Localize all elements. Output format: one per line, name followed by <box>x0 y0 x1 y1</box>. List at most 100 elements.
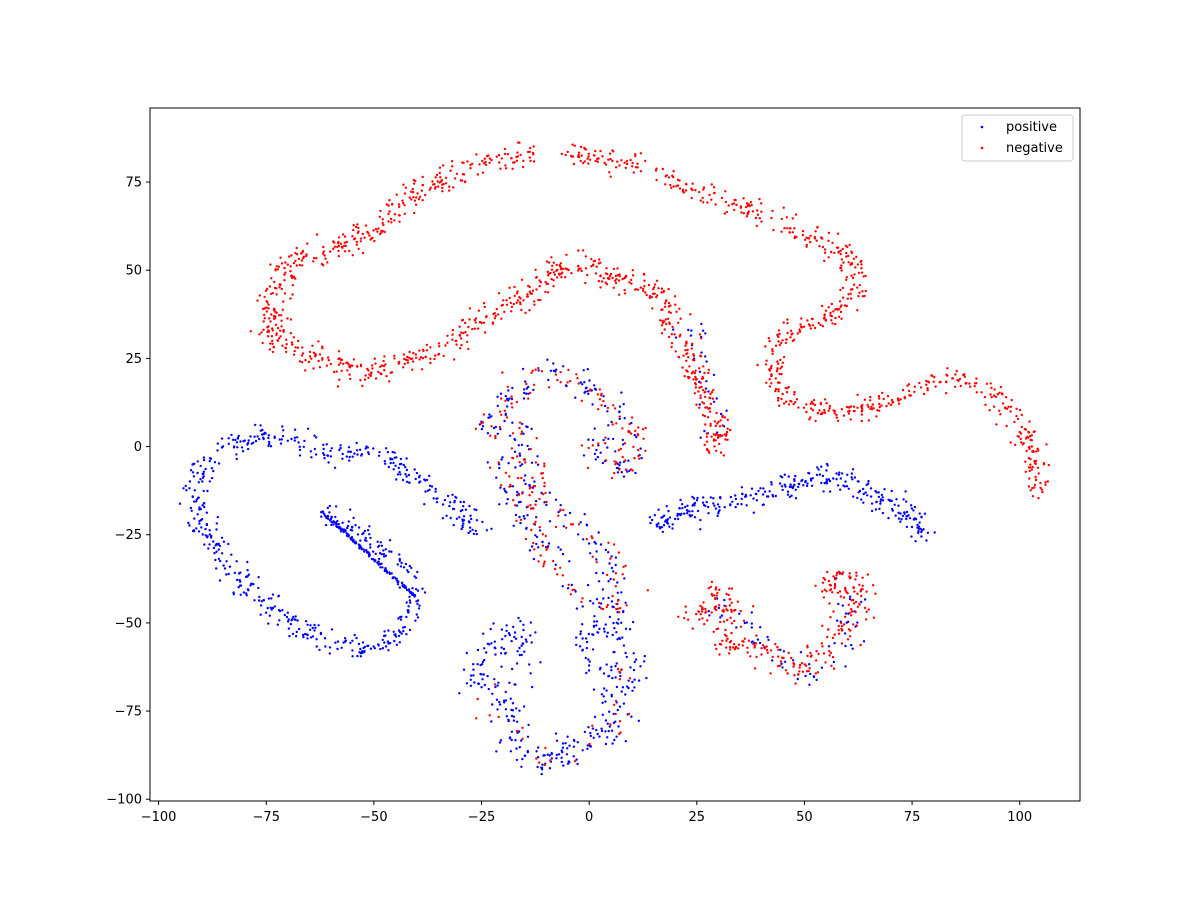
scatter-point-positive <box>407 570 410 574</box>
scatter-point-positive <box>744 493 747 497</box>
scatter-point-negative <box>690 372 694 375</box>
scatter-point-negative <box>604 436 607 439</box>
scatter-point-positive <box>622 403 625 406</box>
scatter-point-negative <box>481 159 484 163</box>
scatter-point-positive <box>560 749 563 752</box>
scatter-point-negative <box>338 378 341 381</box>
scatter-point-positive <box>528 549 532 552</box>
scatter-point-positive <box>616 591 619 594</box>
scatter-point-negative <box>630 278 633 282</box>
scatter-point-positive <box>407 610 410 614</box>
scatter-point-negative <box>419 356 423 359</box>
scatter-point-negative <box>288 255 291 258</box>
scatter-point-negative <box>699 613 702 616</box>
scatter-point-positive <box>384 645 388 648</box>
scatter-point-negative <box>644 426 647 430</box>
scatter-point-negative <box>403 204 406 207</box>
scatter-point-negative <box>727 204 730 207</box>
scatter-point-negative <box>793 674 796 677</box>
scatter-point-positive <box>599 543 603 546</box>
scatter-point-negative <box>291 293 294 296</box>
scatter-point-negative <box>618 415 621 418</box>
scatter-point-negative <box>1013 420 1016 424</box>
scatter-point-positive <box>525 527 528 530</box>
scatter-point-negative <box>361 384 364 388</box>
scatter-point-positive <box>840 472 844 475</box>
scatter-point-negative <box>266 301 269 304</box>
scatter-point-positive <box>593 384 596 387</box>
scatter-point-positive <box>910 525 914 529</box>
scatter-point-positive <box>856 621 859 624</box>
scatter-point-negative <box>718 588 721 591</box>
scatter-point-positive <box>591 648 595 651</box>
scatter-point-positive <box>306 633 309 637</box>
scatter-point-negative <box>624 564 627 567</box>
scatter-point-negative <box>699 199 702 202</box>
scatter-point-negative <box>672 185 675 188</box>
scatter-point-negative <box>907 383 911 386</box>
scatter-point-positive <box>750 626 753 629</box>
scatter-point-negative <box>327 359 330 362</box>
scatter-point-positive <box>537 746 540 749</box>
scatter-point-positive <box>235 453 238 456</box>
scatter-point-positive <box>910 535 913 538</box>
scatter-point-negative <box>1010 398 1013 402</box>
scatter-point-negative <box>798 330 802 333</box>
scatter-point-positive <box>196 513 199 516</box>
scatter-point-negative <box>435 173 439 177</box>
scatter-point-negative <box>573 588 576 591</box>
scatter-point-negative <box>618 720 622 723</box>
scatter-point-negative <box>559 262 562 265</box>
scatter-point-negative <box>644 291 647 294</box>
scatter-point-negative <box>263 317 266 320</box>
scatter-point-negative <box>814 672 817 675</box>
scatter-point-negative <box>560 276 563 279</box>
scatter-point-positive <box>405 468 409 472</box>
scatter-point-negative <box>673 333 676 336</box>
scatter-point-negative <box>840 642 844 645</box>
scatter-point-negative <box>337 240 340 244</box>
scatter-point-negative <box>861 587 864 591</box>
scatter-point-positive <box>815 473 819 477</box>
scatter-point-negative <box>797 673 800 676</box>
scatter-point-negative <box>359 237 363 240</box>
x-tick-label: 25 <box>689 810 706 825</box>
scatter-point-negative <box>745 205 748 209</box>
scatter-point-positive <box>564 742 567 745</box>
scatter-point-negative <box>848 243 851 247</box>
scatter-point-positive <box>188 524 191 527</box>
scatter-point-positive <box>392 630 395 633</box>
scatter-point-positive <box>322 512 326 515</box>
scatter-point-negative <box>261 341 264 345</box>
scatter-point-positive <box>388 550 391 553</box>
scatter-point-negative <box>506 385 509 388</box>
scatter-point-negative <box>706 619 709 622</box>
scatter-point-negative <box>270 313 273 316</box>
scatter-point-positive <box>193 500 196 503</box>
scatter-point-negative <box>267 307 270 310</box>
scatter-point-negative <box>742 197 745 200</box>
scatter-point-negative <box>495 307 498 311</box>
scatter-point-positive <box>245 594 248 597</box>
scatter-point-positive <box>217 548 220 551</box>
scatter-point-negative <box>550 277 553 281</box>
scatter-point-negative <box>829 311 832 315</box>
scatter-point-positive <box>254 439 258 443</box>
scatter-point-negative <box>850 599 853 602</box>
scatter-point-negative <box>763 647 766 650</box>
scatter-point-negative <box>654 169 658 172</box>
scatter-point-positive <box>523 479 526 482</box>
scatter-point-positive <box>390 550 393 553</box>
scatter-point-negative <box>1025 449 1028 453</box>
scatter-point-positive <box>232 591 235 594</box>
scatter-point-positive <box>227 442 230 445</box>
scatter-point-negative <box>567 368 570 372</box>
scatter-point-negative <box>639 152 643 155</box>
scatter-point-negative <box>531 476 534 479</box>
scatter-point-positive <box>222 540 226 543</box>
scatter-point-positive <box>479 663 482 667</box>
scatter-point-negative <box>529 447 532 451</box>
scatter-point-positive <box>847 487 850 490</box>
scatter-point-negative <box>349 377 352 381</box>
scatter-point-negative <box>691 627 694 630</box>
